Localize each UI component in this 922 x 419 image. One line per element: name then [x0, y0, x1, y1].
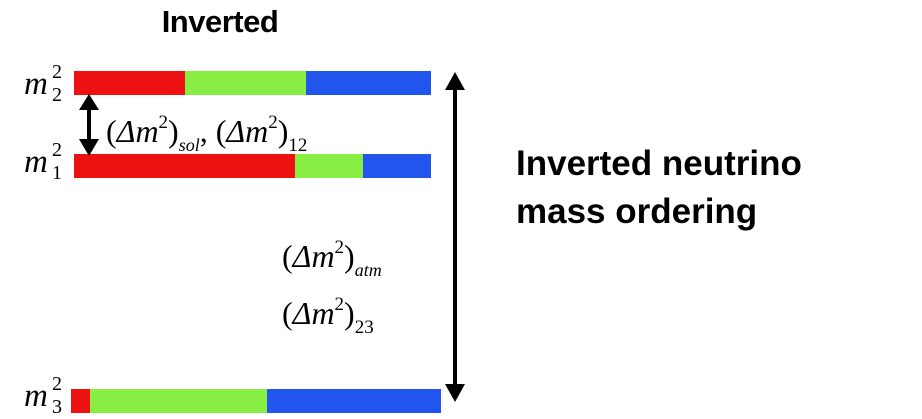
label-m1-squared: m 2 1 — [24, 140, 62, 183]
flavor-segment-red — [74, 71, 185, 95]
label-m1-sub: 1 — [52, 162, 62, 184]
paren-close: ) — [277, 113, 289, 149]
label-m3-sup: 2 — [52, 373, 62, 395]
squared-exponent: 2 — [334, 237, 345, 258]
paren-open: ( — [282, 238, 293, 274]
mass-symbol: m — [311, 238, 335, 274]
ordering-caption: Inverted neutrino mass ordering — [516, 140, 802, 236]
squared-exponent: 2 — [334, 294, 345, 315]
squared-exponent: 2 — [158, 112, 169, 133]
label-m3-squared: m 2 3 — [24, 374, 62, 417]
delta-symbol: Δ — [292, 295, 312, 331]
sol-subscript: sol — [178, 135, 200, 155]
label-m2-sub: 2 — [52, 84, 62, 106]
index-12-subscript: 12 — [288, 135, 308, 156]
flavor-segment-green — [89, 389, 268, 413]
delta-symbol: Δ — [292, 238, 312, 274]
paren-close: ) — [344, 295, 355, 331]
flavor-segment-blue — [363, 154, 431, 178]
flavor-segment-red — [71, 389, 90, 413]
mass-level-bar-m1 — [74, 154, 431, 178]
paren-close: ) — [168, 113, 179, 149]
flavor-segment-green — [295, 154, 364, 178]
atmospheric-splitting-arrow — [445, 72, 465, 402]
delta-symbol: Δ — [116, 113, 136, 149]
label-m1-sup: 2 — [52, 139, 62, 161]
paren-open: ( — [282, 295, 293, 331]
label-m2-sup: 2 — [52, 61, 62, 83]
index-23-subscript: 23 — [354, 317, 374, 338]
flavor-segment-blue — [267, 389, 441, 413]
solar-splitting-arrow — [79, 94, 99, 156]
comma: , — [199, 113, 208, 149]
mass-symbol: m — [245, 113, 269, 149]
diagram-title: Inverted — [161, 4, 279, 39]
splitting-23-label: (Δm2)23 — [282, 294, 374, 337]
flavor-segment-blue — [306, 71, 431, 95]
label-m3-sub: 3 — [52, 396, 62, 418]
label-m1-base: m — [24, 144, 48, 180]
delta-symbol: Δ — [226, 113, 246, 149]
squared-exponent: 2 — [268, 112, 278, 133]
label-m2-base: m — [24, 66, 48, 102]
atmospheric-splitting-label: (Δm2)atm — [282, 237, 382, 279]
mass-symbol: m — [135, 113, 159, 149]
atm-subscript: atm — [354, 260, 382, 280]
mass-level-bar-m2 — [74, 71, 431, 95]
flavor-segment-green — [184, 71, 307, 95]
paren-open: ( — [106, 113, 117, 149]
label-m2-squared: m 2 2 — [24, 62, 62, 105]
caption-line-2: mass ordering — [516, 192, 758, 231]
paren-open: ( — [215, 113, 227, 149]
paren-close: ) — [344, 238, 355, 274]
caption-line-1: Inverted neutrino — [516, 144, 802, 183]
flavor-segment-red — [74, 154, 296, 178]
mass-level-bar-m3 — [71, 389, 441, 413]
mass-symbol: m — [311, 295, 335, 331]
solar-splitting-label: (Δm2)sol, (Δm2)12 — [106, 112, 307, 155]
label-m3-base: m — [24, 378, 48, 414]
